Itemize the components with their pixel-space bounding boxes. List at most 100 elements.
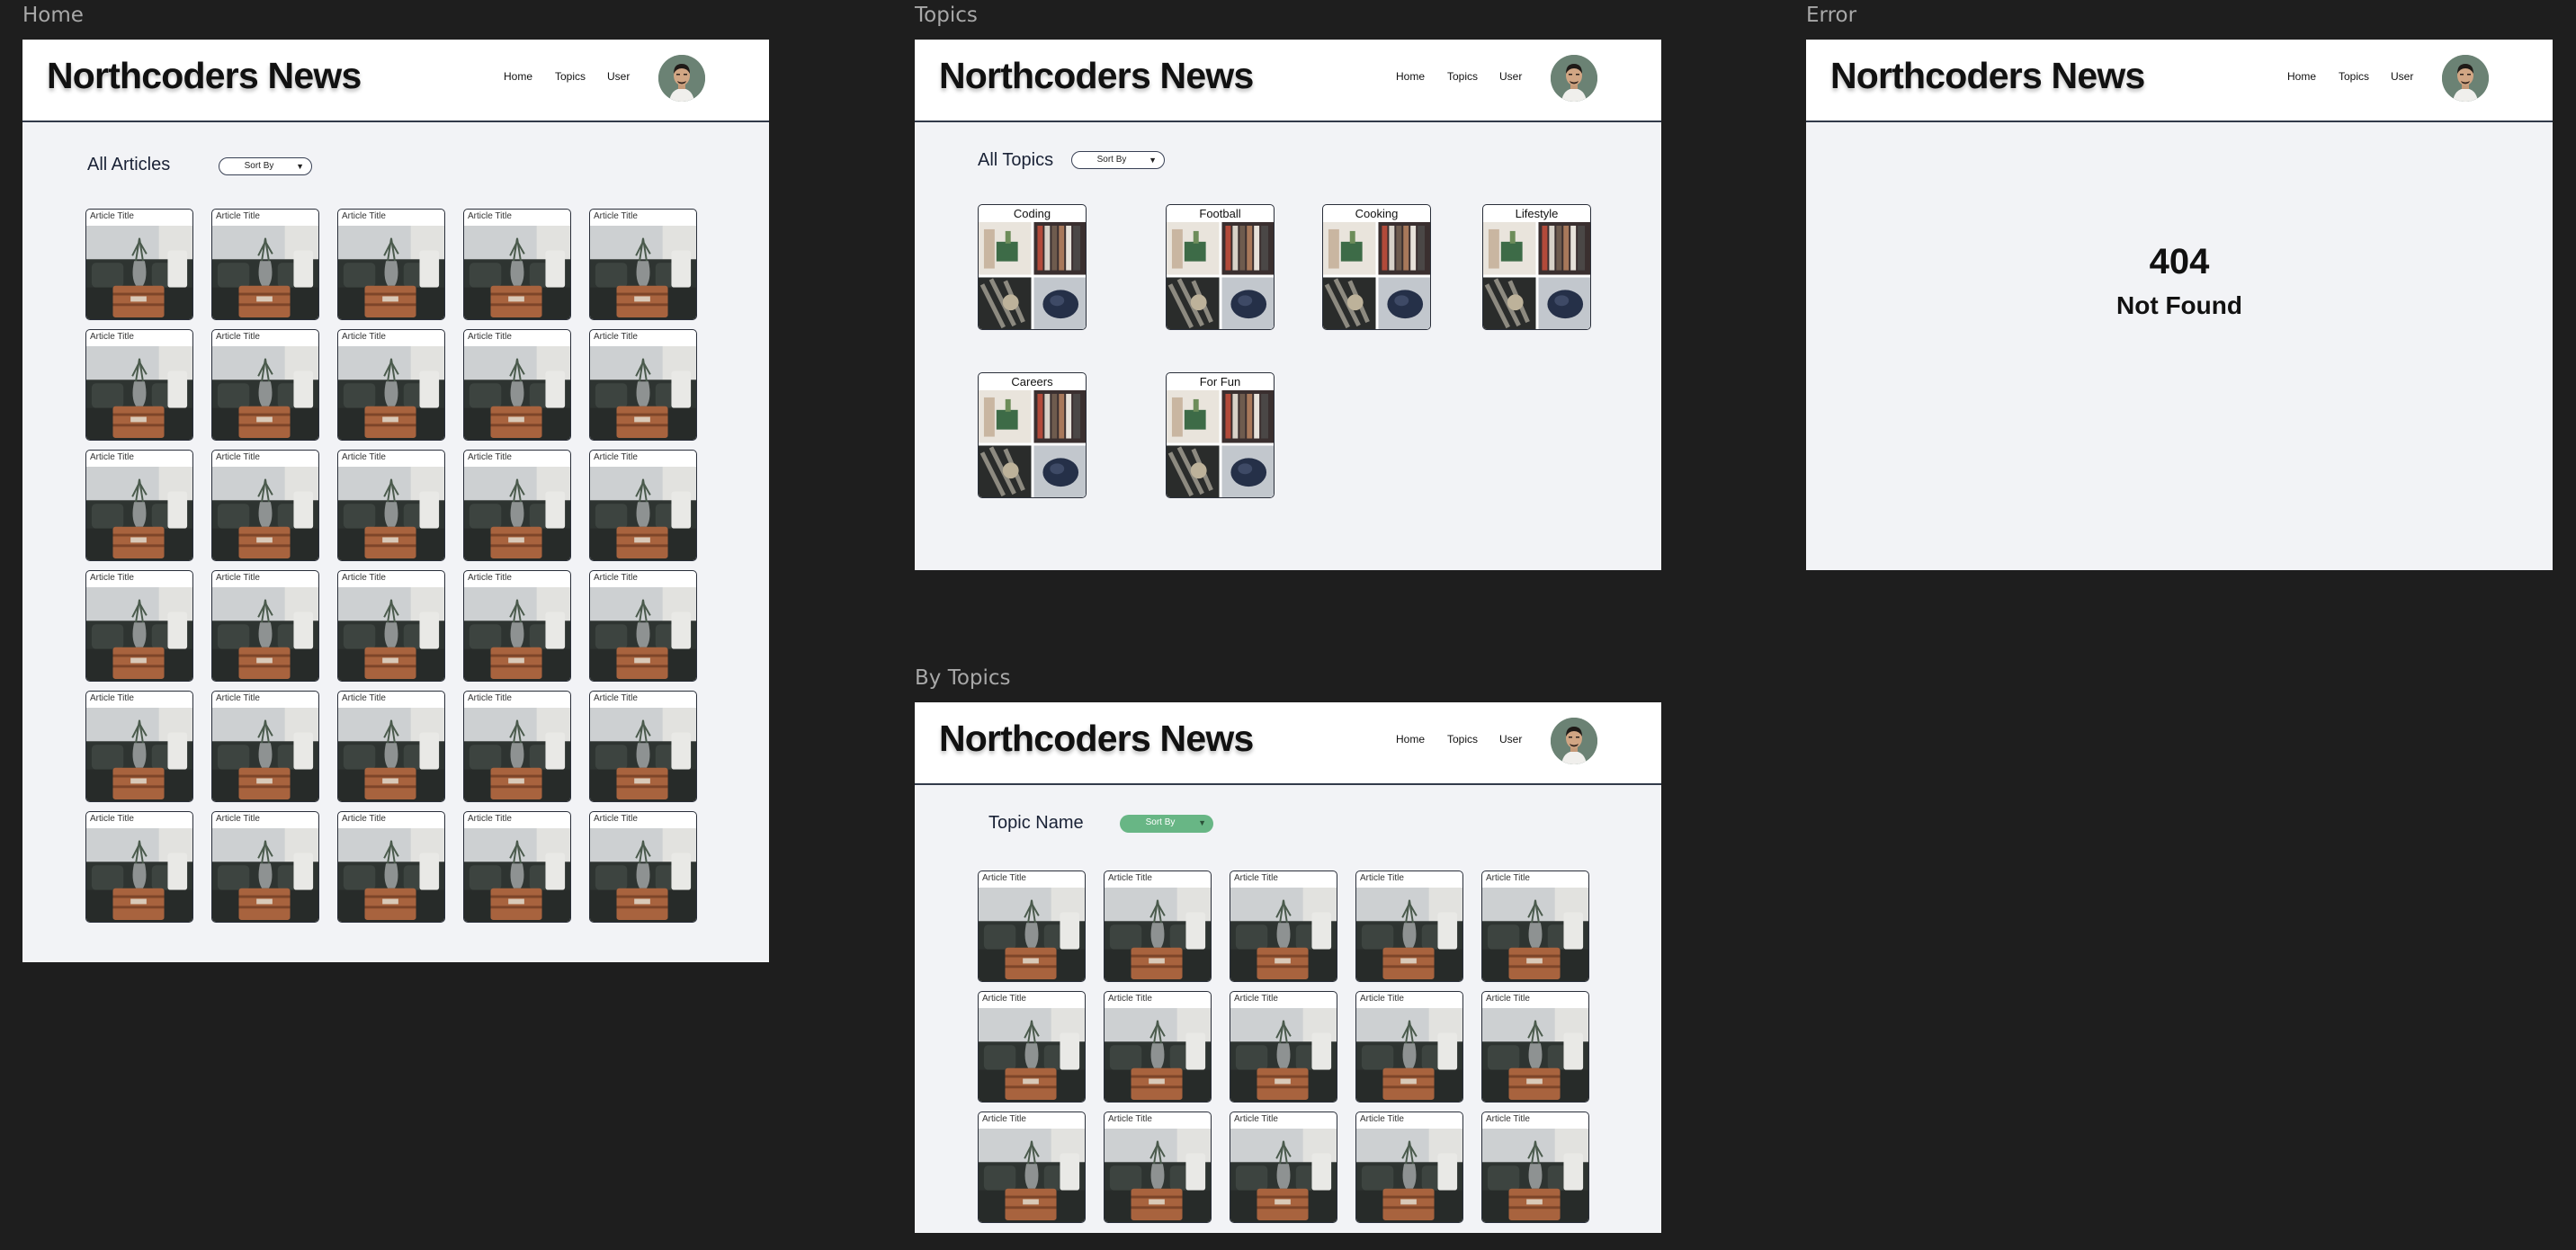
article-title: Article Title	[1234, 873, 1278, 883]
article-card[interactable]: Article Title	[85, 691, 193, 802]
nav-topics-link[interactable]: Topics	[555, 70, 586, 83]
article-card[interactable]: Article Title	[589, 570, 697, 682]
brand-title[interactable]: Northcoders News	[939, 718, 1254, 759]
article-card[interactable]: Article Title	[337, 570, 445, 682]
article-card[interactable]: Article Title	[85, 811, 193, 923]
article-card[interactable]: Article Title	[85, 329, 193, 441]
article-card[interactable]: Article Title	[1104, 991, 1212, 1103]
article-card[interactable]: Article Title	[1230, 1112, 1337, 1223]
article-card[interactable]: Article Title	[1230, 871, 1337, 982]
nav-home-link[interactable]: Home	[1396, 733, 1426, 746]
sort-by-dropdown[interactable]: Sort By ▼	[219, 157, 312, 175]
topics-frame: Northcoders News Home Topics User All To…	[915, 40, 1661, 570]
user-avatar[interactable]	[2442, 55, 2489, 102]
topic-card[interactable]: For Fun	[1166, 372, 1275, 498]
article-card[interactable]: Article Title	[1481, 991, 1589, 1103]
user-avatar[interactable]	[1551, 55, 1597, 102]
article-image	[86, 708, 192, 801]
nav-user-link[interactable]: User	[1499, 70, 1523, 83]
brand-title[interactable]: Northcoders News	[1830, 55, 2145, 96]
article-image	[338, 587, 444, 681]
article-image	[1482, 888, 1588, 981]
article-image	[464, 708, 570, 801]
nav-user-link[interactable]: User	[607, 70, 631, 83]
article-card[interactable]: Article Title	[589, 329, 697, 441]
article-card[interactable]: Article Title	[463, 811, 571, 923]
article-card[interactable]: Article Title	[211, 209, 319, 320]
brand-title[interactable]: Northcoders News	[939, 55, 1254, 96]
article-card[interactable]: Article Title	[589, 450, 697, 561]
article-card[interactable]: Article Title	[337, 691, 445, 802]
article-card[interactable]: Article Title	[978, 871, 1086, 982]
article-title: Article Title	[594, 573, 638, 583]
page-title: Topic Name	[988, 813, 1084, 833]
article-image	[590, 587, 696, 681]
nav-topics-link[interactable]: Topics	[1447, 733, 1479, 746]
article-card[interactable]: Article Title	[211, 570, 319, 682]
article-image	[590, 346, 696, 440]
article-image	[1105, 1129, 1211, 1222]
article-title: Article Title	[1234, 1114, 1278, 1124]
article-image	[464, 587, 570, 681]
sort-by-dropdown[interactable]: Sort By ▼	[1071, 151, 1165, 169]
article-image	[338, 828, 444, 922]
topic-card[interactable]: Careers	[978, 372, 1087, 498]
article-image	[1230, 1008, 1337, 1102]
article-card[interactable]: Article Title	[1104, 871, 1212, 982]
article-card[interactable]: Article Title	[589, 691, 697, 802]
nav-topics-link[interactable]: Topics	[2339, 70, 2370, 83]
brand-title[interactable]: Northcoders News	[47, 55, 362, 96]
article-card[interactable]: Article Title	[211, 329, 319, 441]
article-image	[212, 467, 318, 560]
topic-card[interactable]: Cooking	[1322, 204, 1431, 330]
article-card[interactable]: Article Title	[463, 691, 571, 802]
topic-name: Cooking	[1355, 207, 1399, 220]
article-card[interactable]: Article Title	[337, 811, 445, 923]
article-image	[338, 346, 444, 440]
article-card[interactable]: Article Title	[1104, 1112, 1212, 1223]
article-title: Article Title	[594, 332, 638, 342]
article-card[interactable]: Article Title	[1481, 871, 1589, 982]
article-image	[1482, 1008, 1588, 1102]
article-card[interactable]: Article Title	[1355, 991, 1463, 1103]
sort-by-dropdown[interactable]: Sort By ▼	[1120, 815, 1213, 833]
nav-home-link[interactable]: Home	[504, 70, 533, 83]
article-title: Article Title	[90, 573, 134, 583]
nav-topics-link[interactable]: Topics	[1447, 70, 1479, 83]
article-card[interactable]: Article Title	[589, 811, 697, 923]
article-image	[212, 226, 318, 319]
article-card[interactable]: Article Title	[1481, 1112, 1589, 1223]
article-card[interactable]: Article Title	[211, 811, 319, 923]
article-card[interactable]: Article Title	[1230, 991, 1337, 1103]
nav-home-link[interactable]: Home	[1396, 70, 1426, 83]
article-card[interactable]: Article Title	[978, 1112, 1086, 1223]
article-card[interactable]: Article Title	[211, 450, 319, 561]
article-image	[1356, 888, 1462, 981]
nav-home-link[interactable]: Home	[2287, 70, 2317, 83]
article-card[interactable]: Article Title	[85, 450, 193, 561]
nav-user-link[interactable]: User	[1499, 733, 1523, 746]
article-card[interactable]: Article Title	[978, 991, 1086, 1103]
topic-name: Lifestyle	[1515, 207, 1559, 220]
article-card[interactable]: Article Title	[85, 209, 193, 320]
article-card[interactable]: Article Title	[589, 209, 697, 320]
article-card[interactable]: Article Title	[337, 450, 445, 561]
article-card[interactable]: Article Title	[337, 209, 445, 320]
nav-user-link[interactable]: User	[2391, 70, 2414, 83]
article-title: Article Title	[1486, 1114, 1530, 1124]
topic-card[interactable]: Lifestyle	[1482, 204, 1591, 330]
article-card[interactable]: Article Title	[463, 570, 571, 682]
article-card[interactable]: Article Title	[211, 691, 319, 802]
topic-card[interactable]: Football	[1166, 204, 1275, 330]
article-card[interactable]: Article Title	[85, 570, 193, 682]
article-card[interactable]: Article Title	[1355, 1112, 1463, 1223]
topic-card[interactable]: Coding	[978, 204, 1087, 330]
article-card[interactable]: Article Title	[463, 450, 571, 561]
article-card[interactable]: Article Title	[1355, 871, 1463, 982]
user-avatar[interactable]	[658, 55, 705, 102]
article-card[interactable]: Article Title	[463, 209, 571, 320]
article-card[interactable]: Article Title	[337, 329, 445, 441]
article-card[interactable]: Article Title	[463, 329, 571, 441]
user-avatar[interactable]	[1551, 718, 1597, 764]
sort-by-label: Sort By	[244, 161, 274, 171]
